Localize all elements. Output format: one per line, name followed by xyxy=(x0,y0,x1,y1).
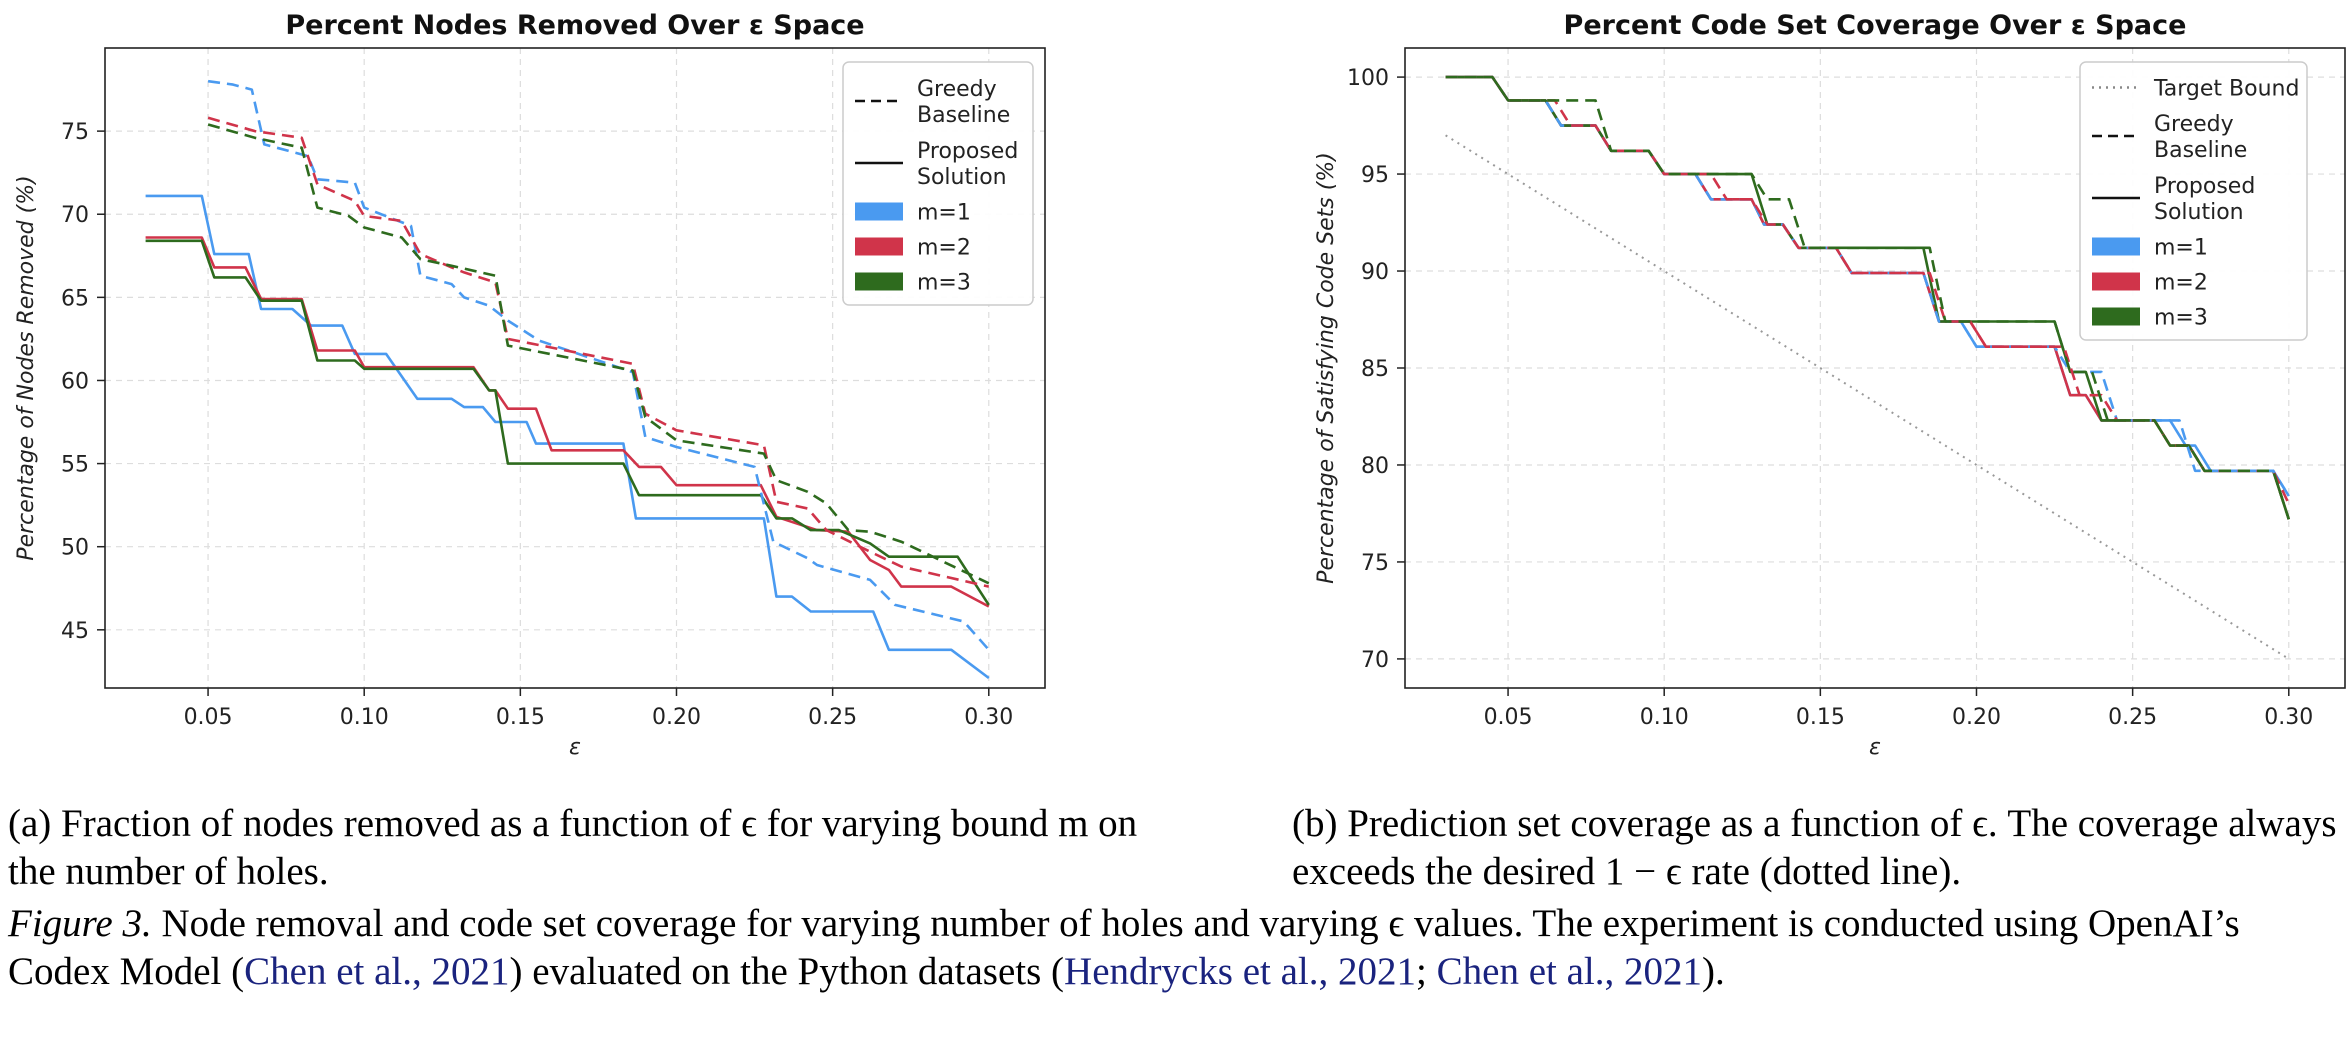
legend-label-line: Solution xyxy=(917,165,1007,190)
legend-label-line: Greedy xyxy=(917,77,997,102)
chart-code-set-coverage: 0.05 0.10 0.15 0.20 0.25 0.30 70 75 80 85 90 95 100 P… xyxy=(1314,10,2346,760)
citation-chen-1[interactable]: Chen et al., 2021 xyxy=(244,950,510,993)
y-tick-label: 85 xyxy=(1361,357,1389,382)
x-tick-label: 0.20 xyxy=(1952,705,2001,730)
figure-label: Figure 3. xyxy=(8,902,152,945)
figure-caption-text-3: ; xyxy=(1416,950,1437,993)
chart-title: Percent Nodes Removed Over ε Space xyxy=(285,10,864,41)
y-tick-label: 95 xyxy=(1361,163,1389,188)
legend-label: Greedy Baseline xyxy=(917,77,1010,128)
legend-label: m=1 xyxy=(2154,236,2208,261)
x-tick-label: 0.20 xyxy=(652,705,701,730)
legend-box xyxy=(2079,61,2308,341)
legend-label-line: Baseline xyxy=(2154,138,2247,163)
legend-swatch-m2 xyxy=(855,237,903,256)
y-tick-label: 70 xyxy=(1361,648,1389,673)
legend-label: m=3 xyxy=(2154,306,2208,331)
legend-swatch-m3 xyxy=(855,272,903,291)
y-tick-label: 65 xyxy=(61,286,89,311)
legend-label: m=2 xyxy=(2154,271,2208,296)
y-axis-label: Percentage of Nodes Removed (%) xyxy=(14,175,39,560)
series-target-bound-dotted-line xyxy=(1445,134,2290,660)
legend-label: Proposed Solution xyxy=(917,139,1018,190)
legend-label-line: Proposed xyxy=(917,139,1018,164)
legend-label: Greedy Baseline xyxy=(2154,112,2247,163)
series-m-3-dashed-line xyxy=(207,123,990,585)
y-tick-label: 75 xyxy=(61,120,89,145)
legend-label: m=2 xyxy=(917,236,971,261)
y-tick-label: 70 xyxy=(61,203,89,228)
y-tick-label: 50 xyxy=(61,536,89,561)
x-tick-label: 0.15 xyxy=(1796,705,1845,730)
figure-caption-text-4: ). xyxy=(1702,950,1725,993)
series-m-3-dashed-line xyxy=(1445,75,2291,520)
series-m-1-solid-line xyxy=(145,194,990,680)
legend-label-line: Greedy xyxy=(2154,112,2234,137)
x-tick-label: 0.25 xyxy=(808,705,857,730)
chart-title: Percent Code Set Coverage Over ε Space xyxy=(1564,10,2187,41)
legend-swatch-m1 xyxy=(855,202,903,221)
legend-label-line: Baseline xyxy=(917,103,1010,128)
legend-label: m=1 xyxy=(917,201,971,226)
citation-hendrycks[interactable]: Hendrycks et al., 2021 xyxy=(1064,950,1417,993)
figure-caption-text-1: Node removal and code set coverage for v… xyxy=(8,902,2240,993)
y-tick-label: 45 xyxy=(61,619,89,644)
figure-caption: Figure 3. Node removal and code set cove… xyxy=(8,900,2348,996)
legend-label-line: Proposed xyxy=(2154,174,2255,199)
legend-label: Target Bound xyxy=(2153,77,2299,102)
y-tick-label: 80 xyxy=(1361,454,1389,479)
legend-label-line: m=2 xyxy=(917,236,971,261)
citation-chen-2[interactable]: Chen et al., 2021 xyxy=(1436,950,1702,993)
x-tick-label: 0.15 xyxy=(496,705,545,730)
caption-b: (b) Prediction set coverage as a functio… xyxy=(1292,802,2337,893)
x-tick-label: 0.10 xyxy=(340,705,389,730)
x-tick-label: 0.25 xyxy=(2108,705,2157,730)
y-tick-label: 55 xyxy=(61,453,89,478)
y-tick-label: 60 xyxy=(61,369,89,394)
y-axis-label: Percentage of Satisfying Code Sets (%) xyxy=(1314,152,1339,584)
x-tick-label: 0.30 xyxy=(964,705,1013,730)
legend-label-line: m=2 xyxy=(2154,271,2208,296)
legend-swatch-m2 xyxy=(2092,272,2140,291)
x-tick-label: 0.30 xyxy=(2264,705,2313,730)
series-m-3-solid-line xyxy=(145,239,990,606)
y-tick-label: 75 xyxy=(1361,551,1389,576)
legend-label: Proposed Solution xyxy=(2154,174,2255,225)
figure-caption-text-2: ) evaluated on the Python datasets ( xyxy=(509,950,1065,993)
x-tick-label: 0.10 xyxy=(1640,705,1689,730)
legend-swatch-m1 xyxy=(2092,237,2140,256)
caption-a: (a) Fraction of nodes removed as a funct… xyxy=(8,802,1138,893)
legend-swatch-m3 xyxy=(2092,307,2140,326)
legend-label-line: Solution xyxy=(2154,200,2244,225)
x-tick-label: 0.05 xyxy=(184,705,233,730)
legend-label-line: m=3 xyxy=(917,271,971,296)
x-tick-label: 0.05 xyxy=(1484,705,1533,730)
plot-frame xyxy=(104,47,1046,689)
legend-label-line: m=1 xyxy=(2154,236,2208,261)
chart-nodes-removed: 0.05 0.10 0.15 0.20 0.25 0.30 45 50 55 60 65 70 75 Pe… xyxy=(14,10,1046,760)
series-m-1-dashed-line xyxy=(207,79,990,651)
y-tick-label: 100 xyxy=(1347,66,1389,91)
legend-label-line: m=1 xyxy=(917,201,971,226)
y-tick-label: 90 xyxy=(1361,260,1389,285)
x-axis-label: ε xyxy=(569,735,581,760)
x-axis-label: ε xyxy=(1869,735,1881,760)
legend-label-line: m=3 xyxy=(2154,306,2208,331)
legend-label: m=3 xyxy=(917,271,971,296)
legend-label-line: Target Bound xyxy=(2153,77,2299,102)
